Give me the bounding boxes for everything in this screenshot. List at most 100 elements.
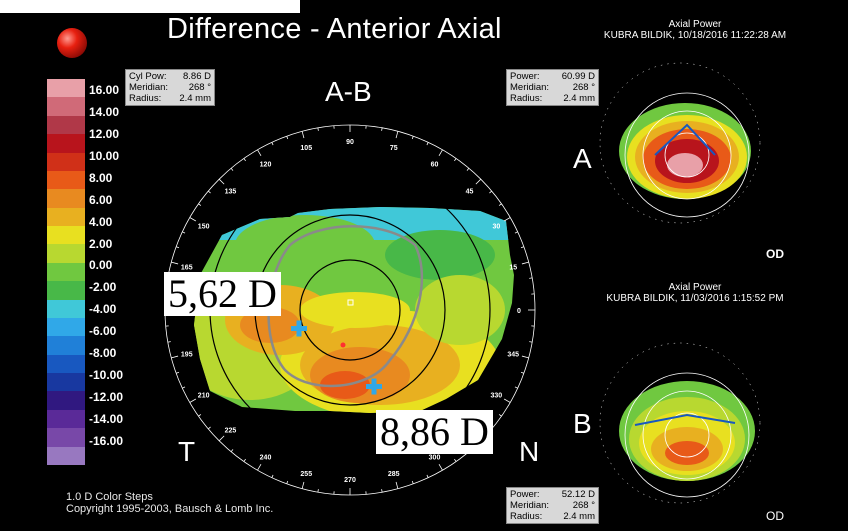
degree-tick: [301, 481, 305, 489]
legend-label: -14.00: [89, 411, 124, 426]
degree-tick: [521, 261, 529, 265]
legend-swatch: [47, 446, 85, 466]
degree-tick: [198, 203, 202, 206]
radius-value: 2.4 mm: [563, 511, 595, 522]
legend-label: 0.00: [89, 258, 113, 273]
legend-label: 4.00: [89, 214, 113, 229]
degree-tick: [514, 231, 518, 234]
degree-tick: [208, 190, 211, 194]
top-panel-patient: KUBRA BILDIK, 10/18/2016 11:22:28 AM: [603, 30, 787, 41]
degree-label: 15: [509, 264, 517, 271]
bottom-panel-info-box: Power: 52.12 D Meridian: 268 ° Radius: 2.4 …: [506, 487, 599, 524]
legend-label: 10.00: [89, 148, 120, 163]
degree-tick: [167, 341, 171, 343]
degree-label: 135: [225, 188, 237, 195]
legend-label: -6.00: [89, 324, 117, 339]
degree-label: 30: [492, 224, 500, 231]
legend-label: -12.00: [89, 390, 124, 405]
degree-tick: [454, 158, 457, 162]
legend-label: 12.00: [89, 126, 120, 141]
degree-tick: [230, 168, 234, 171]
legend-swatch: [47, 428, 85, 448]
difference-map: 9075604530150345330315300285270255240225…: [164, 124, 536, 496]
degree-tick: [182, 386, 186, 389]
degree-label: 45: [466, 188, 474, 195]
meridian-value: 268 °: [188, 82, 211, 93]
power-value: 60.99 D: [561, 71, 595, 82]
right-margin: [848, 0, 862, 531]
map-colors: [194, 207, 514, 413]
power-label: Power:: [510, 489, 540, 500]
legend-label: -10.00: [89, 368, 124, 383]
degree-tick: [520, 246, 524, 249]
legend-label: 14.00: [89, 104, 120, 119]
legend-label: 8.00: [89, 170, 113, 185]
degree-label: 285: [388, 471, 400, 478]
footer: 1.0 D Color Steps Copyright 1995-2003, B…: [66, 491, 273, 515]
radius-value: 2.4 mm: [179, 93, 211, 104]
annotation-right: 8,86 D: [376, 410, 493, 454]
degree-tick: [498, 203, 502, 206]
bottom-panel-title: Axial Power: [668, 282, 722, 293]
legend-swatch: [47, 336, 85, 356]
power-label: Power:: [510, 71, 540, 82]
temporal-label: T: [178, 436, 196, 467]
degree-tick: [257, 463, 262, 471]
radius-label: Radius:: [129, 93, 162, 104]
degree-tick: [426, 474, 429, 478]
legend-swatch: [47, 189, 85, 209]
legend-swatch: [47, 226, 85, 245]
degree-tick: [286, 136, 289, 140]
meridian-label: Meridian:: [510, 500, 550, 511]
cyl-value: 8.86 D: [183, 71, 211, 82]
degree-tick: [381, 127, 383, 131]
degree-label: 150: [198, 224, 210, 231]
degree-tick: [426, 142, 429, 146]
degree-tick: [395, 131, 399, 139]
degree-tick: [395, 481, 399, 489]
top-panel-info-box: Power: 60.99 D Meridian: 268 ° Radius: 2.4 …: [506, 69, 599, 106]
degree-tick: [438, 463, 443, 471]
degree-label: 165: [181, 264, 193, 271]
meridian-value: 268 °: [572, 82, 595, 93]
legend-swatch: [47, 170, 85, 190]
diff-info-box: Cyl Pow: 8.86 D Meridian: 268 ° Radius: 2.4…: [125, 69, 215, 106]
degree-tick: [208, 426, 211, 430]
page-title: Difference - Anterior Axial: [167, 13, 502, 45]
logo-icon: [57, 28, 87, 58]
meridian-label: Meridian:: [129, 82, 169, 93]
degree-label: 345: [507, 352, 519, 359]
degree-tick: [498, 414, 502, 417]
top-panel-title: Axial Power: [668, 19, 722, 30]
color-steps-note: 1.0 D Color Steps: [66, 491, 153, 503]
degree-tick: [514, 386, 518, 389]
top-panel-eye: OD: [766, 247, 784, 261]
degree-label: 195: [181, 352, 193, 359]
degree-tick: [411, 480, 414, 484]
degree-tick: [489, 190, 492, 194]
color-legend: 16.00 14.00 12.00 10.00 8.00 6.00 4.00 2.00 0.00…: [47, 79, 123, 466]
legend-label: -4.00: [89, 302, 117, 317]
degree-label: 255: [300, 471, 312, 478]
legend-swatch: [47, 152, 85, 172]
degree-tick: [176, 371, 180, 374]
legend-label: 6.00: [89, 192, 113, 207]
degree-tick: [230, 449, 234, 452]
legend-swatch: [47, 299, 85, 319]
bottom-panel-letter: B: [573, 408, 592, 439]
legend-swatch: [47, 244, 85, 264]
degree-tick: [286, 480, 289, 484]
degree-tick: [381, 489, 383, 493]
degree-label: 210: [198, 393, 210, 400]
degree-tick: [503, 398, 511, 403]
legend-swatch: [47, 317, 85, 337]
degree-label: 300: [429, 454, 441, 461]
degree-tick: [411, 136, 414, 140]
degree-label: 0: [517, 308, 521, 315]
degree-tick: [189, 398, 197, 403]
radius-label: Radius:: [510, 511, 543, 522]
legend-label: -8.00: [89, 346, 117, 361]
degree-label: 105: [300, 145, 312, 152]
annotation-left: 5,62 D: [164, 272, 281, 316]
degree-tick: [171, 355, 179, 359]
